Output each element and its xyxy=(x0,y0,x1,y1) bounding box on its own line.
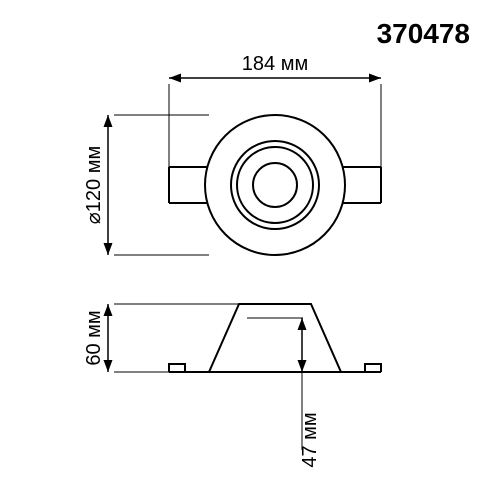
product-code: 370478 xyxy=(377,18,470,50)
svg-text:60 мм: 60 мм xyxy=(83,310,105,365)
technical-drawing: 184 мм ⌀120 мм 60 мм 47 мм xyxy=(0,0,500,500)
svg-text:184 мм: 184 мм xyxy=(242,53,308,75)
svg-text:47 мм: 47 мм xyxy=(299,412,321,467)
svg-text:⌀120 мм: ⌀120 мм xyxy=(83,146,105,224)
